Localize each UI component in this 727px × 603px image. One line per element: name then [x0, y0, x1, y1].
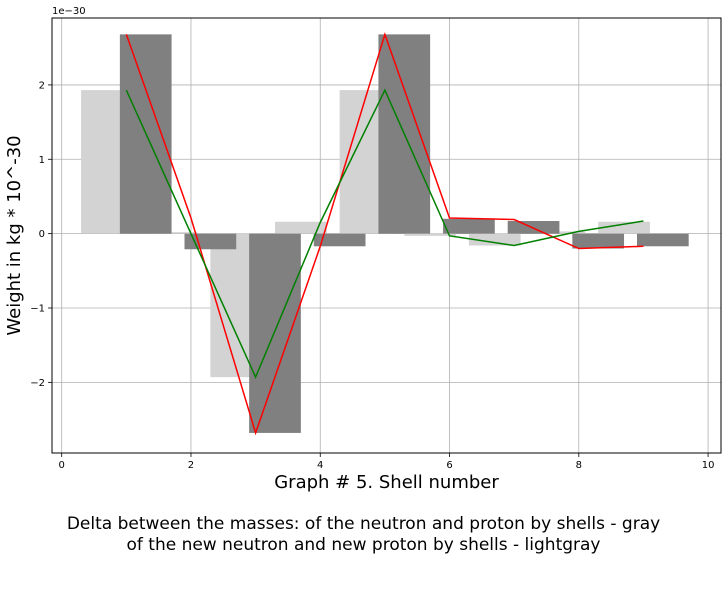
caption-line-1: Delta between the masses: of the neutron…: [66, 514, 661, 534]
bars: [81, 34, 689, 433]
y-tick-label: 2: [39, 80, 45, 91]
line-series-1: [125, 31, 644, 436]
lines: [125, 31, 644, 436]
bar-series-1: [598, 221, 650, 234]
bar-series-2: [572, 233, 625, 249]
bar-series-2: [636, 233, 689, 247]
y-tick-label: 1: [39, 155, 45, 166]
y-tick-label: −2: [30, 378, 45, 389]
y-offset-label: 1e−30: [52, 6, 86, 17]
y-axis-label: Weight in kg * 10^-30: [4, 135, 25, 335]
bar-series-1: [468, 233, 521, 246]
bar-series-2: [507, 221, 560, 234]
line-series-2: [125, 88, 644, 380]
x-tick-label: 2: [188, 460, 194, 471]
y-tick-label: −1: [30, 304, 45, 315]
x-axis-label: Graph # 5. Shell number: [274, 472, 499, 493]
x-tick-label: 0: [59, 460, 65, 471]
x-tick-label: 8: [576, 460, 582, 471]
caption-line-2: of the new neutron and new proton by she…: [126, 535, 601, 555]
bar-series-1: [275, 221, 327, 234]
plot-frame: [51, 17, 722, 454]
bar-series-2: [249, 233, 301, 433]
ticks: 0 2 4 6 8 10 −2 −1 0 1 2: [30, 80, 714, 471]
bar-series-1: [404, 233, 456, 236]
bar-series-2: [443, 218, 495, 234]
x-tick-label: 4: [317, 460, 323, 471]
y-tick-label: 0: [39, 229, 45, 240]
x-tick-label: 10: [702, 460, 715, 471]
bar-series-2: [313, 233, 366, 247]
x-tick-label: 6: [446, 460, 452, 471]
